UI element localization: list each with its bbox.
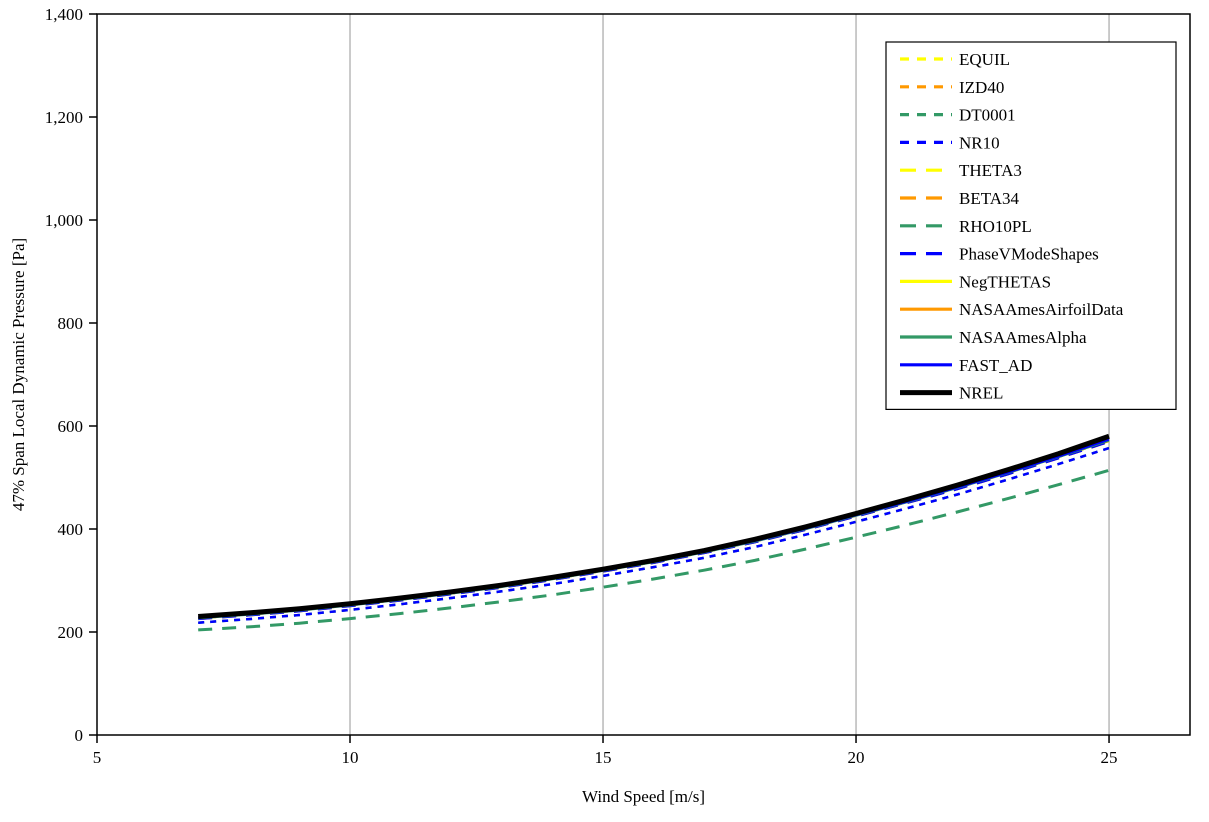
legend-label-NASAAmesAirfoilData: NASAAmesAirfoilData [959,300,1124,319]
x-tick-label: 20 [848,748,865,767]
series-line-PhaseVModeShapes [198,439,1110,621]
series-line-NR10 [198,446,1110,624]
legend-label-RHO10PL: RHO10PL [959,217,1032,236]
legend-label-BETA34: BETA34 [959,189,1020,208]
y-tick-label: 1,400 [45,5,83,24]
x-tick-label: 15 [595,748,612,767]
series-line-NREL [198,433,1110,619]
series-line-NegTHETAS [198,438,1110,619]
series-line-NASAAmesAlpha [198,439,1110,620]
series-line-EQUIL [198,439,1110,620]
plot-border [96,13,1191,736]
series-line-NASAAmesAirfoilData [198,438,1110,619]
legend-label-NR10: NR10 [959,133,1000,152]
series-line-RHO10PL [198,468,1110,632]
legend-label-NASAAmesAlpha: NASAAmesAlpha [959,328,1087,347]
y-tick-label: 600 [58,417,84,436]
series-line-DT0001 [198,446,1110,624]
legend-label-PhaseVModeShapes: PhaseVModeShapes [959,245,1099,264]
y-tick-label: 200 [58,623,84,642]
series-line-FAST_AD [198,438,1110,619]
legend-label-EQUIL: EQUIL [959,50,1010,69]
y-tick-label: 1,000 [45,211,83,230]
x-tick-label: 10 [342,748,359,767]
y-tick-label: 800 [58,314,84,333]
series-line-BETA34 [198,439,1110,621]
legend-label-FAST_AD: FAST_AD [959,356,1032,375]
x-tick-label: 25 [1101,748,1118,767]
x-axis-title: Wind Speed [m/s] [582,787,705,806]
series-line-IZD40 [198,439,1110,620]
legend-label-DT0001: DT0001 [959,106,1016,125]
legend-label-IZD40: IZD40 [959,78,1004,97]
legend-label-NREL: NREL [959,384,1003,403]
legend-label-THETA3: THETA3 [959,161,1022,180]
y-tick-label: 400 [58,520,84,539]
x-tick-label: 5 [93,748,102,767]
legend-label-NegTHETAS: NegTHETAS [959,272,1051,291]
y-tick-label: 0 [75,726,84,745]
series-line-THETA3 [198,439,1110,621]
y-tick-label: 1,200 [45,108,83,127]
y-axis-title: 47% Span Local Dynamic Pressure [Pa] [9,238,28,511]
